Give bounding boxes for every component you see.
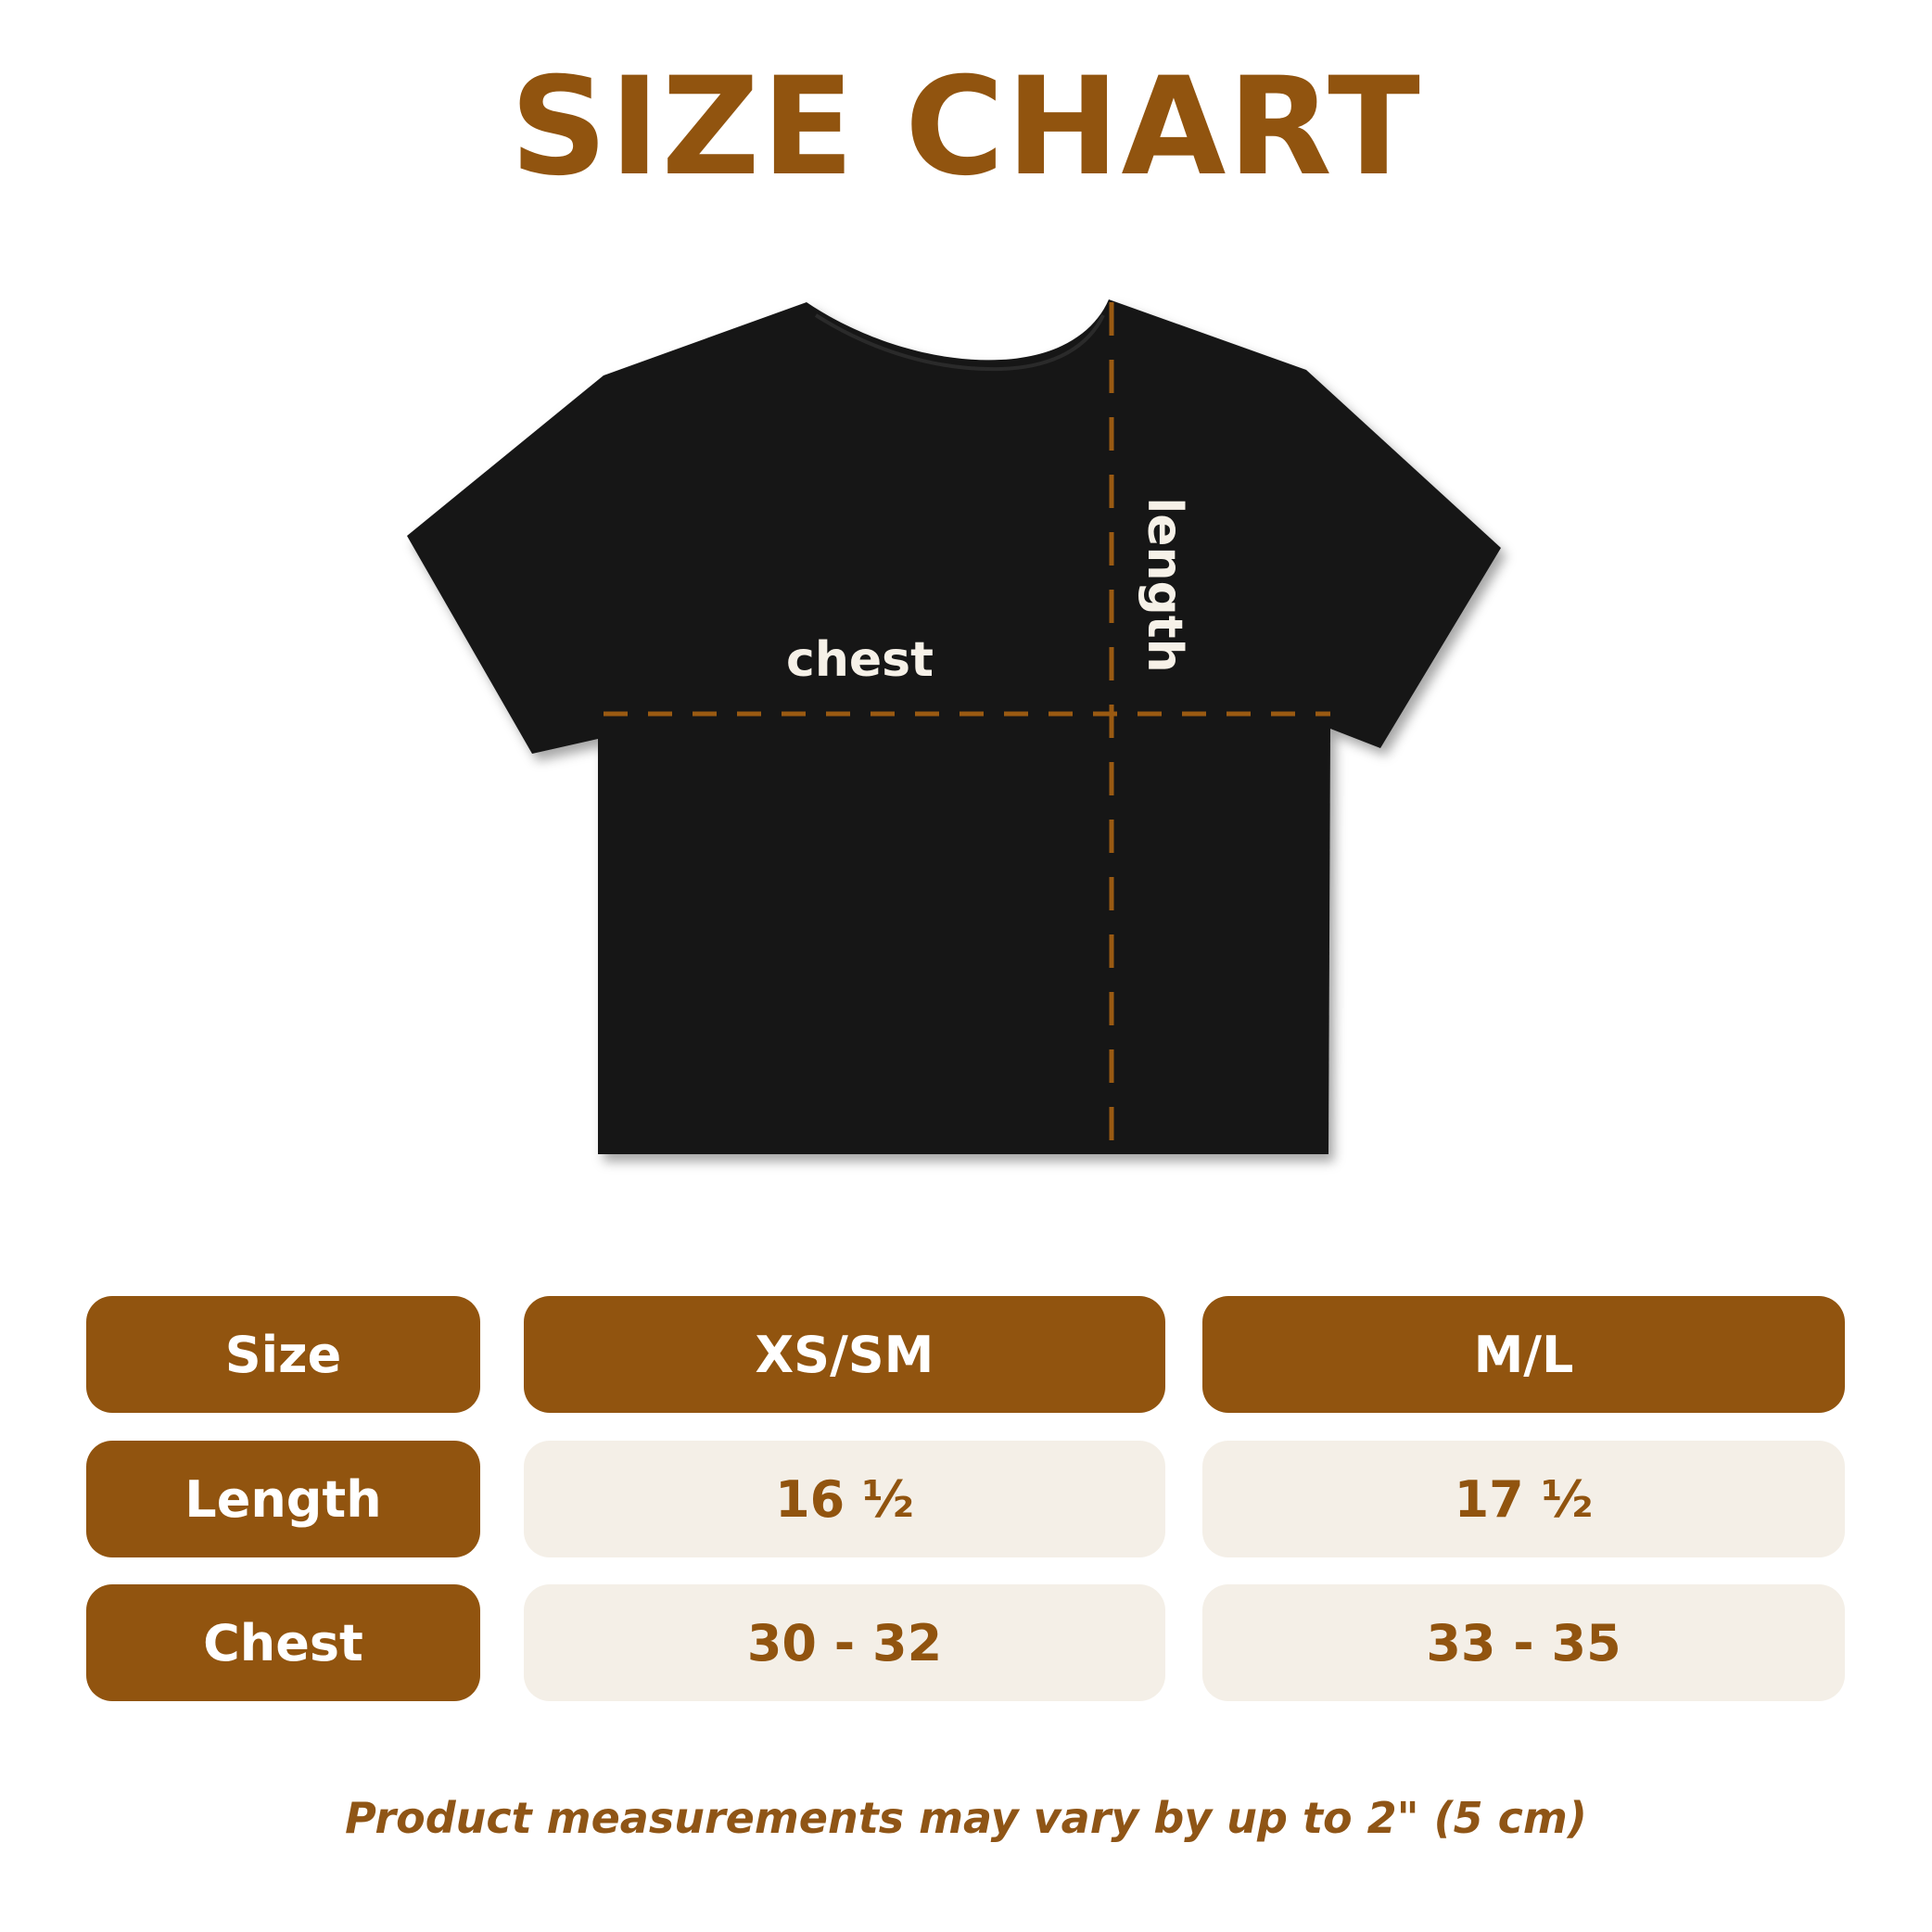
length-m-l-value: 17 ½ [1202, 1441, 1845, 1557]
t-shirt-body [407, 299, 1501, 1154]
size-header: Size [86, 1296, 480, 1413]
row-label-chest: Chest [86, 1584, 480, 1701]
row-label-length: Length [86, 1441, 480, 1557]
measurement-note: Product measurements may vary by up to 2… [345, 1793, 1587, 1843]
length-xs-sm-value: 16 ½ [524, 1441, 1165, 1557]
chest-label: chest [786, 632, 934, 688]
page-title: SIZE CHART [510, 48, 1422, 206]
chest-xs-sm-value: 30 - 32 [524, 1584, 1165, 1701]
column-header-xs-sm: XS/SM [524, 1296, 1165, 1413]
length-label: length [1137, 497, 1192, 673]
t-shirt-illustration [407, 299, 1501, 1154]
column-header-m-l: M/L [1202, 1296, 1845, 1413]
chest-m-l-value: 33 - 35 [1202, 1584, 1845, 1701]
